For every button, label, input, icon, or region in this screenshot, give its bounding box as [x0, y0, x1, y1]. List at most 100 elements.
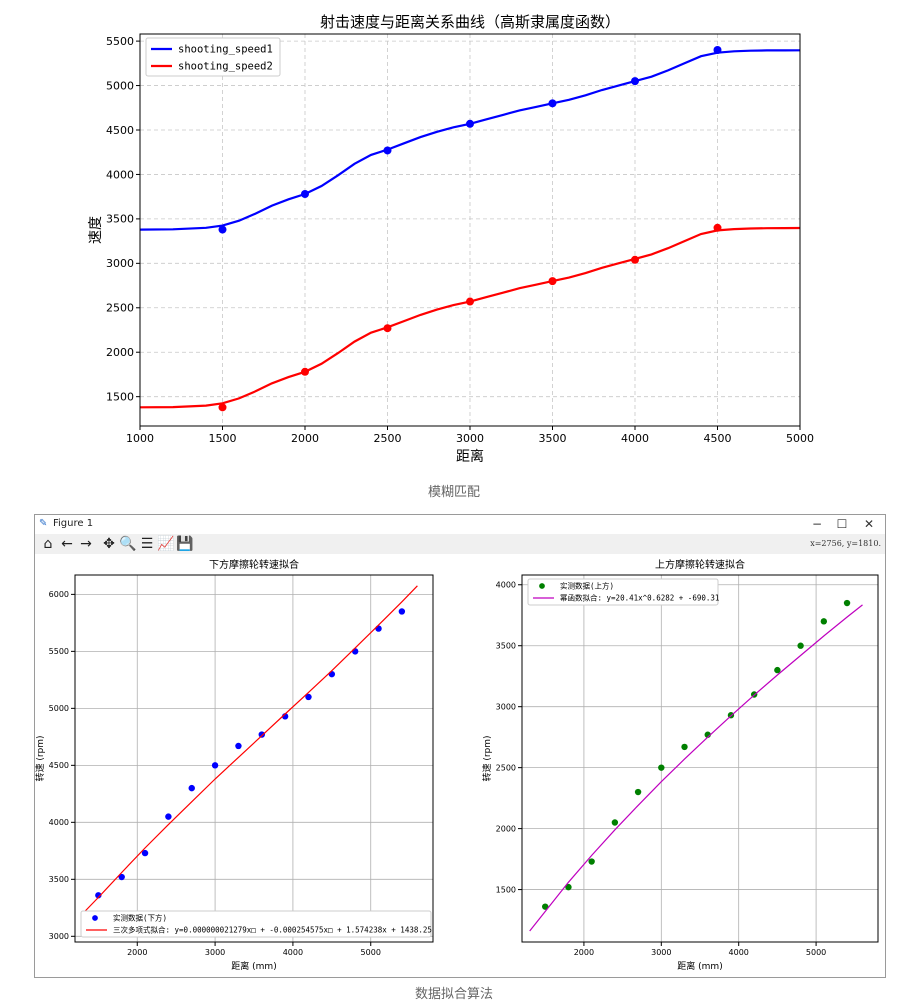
home-icon[interactable]: ⌂	[43, 536, 53, 552]
legend-box	[527, 578, 719, 606]
y-tick-label: 5500	[106, 35, 134, 48]
y-tick-label: 2000	[496, 824, 516, 833]
figure-canvas: 2000 3000 4000 5000 3000 3500 4000 4500 5000 5500…	[35, 558, 879, 972]
data-point	[301, 190, 309, 198]
caption-top: 模糊匹配	[427, 485, 480, 500]
legend-label: 幂函数拟合: y=20.41x^0.6282 + -690.31	[560, 593, 719, 603]
data-point	[375, 625, 382, 632]
data-point	[634, 788, 642, 796]
data-point	[305, 693, 312, 701]
legend-box	[145, 37, 281, 77]
data-point	[466, 119, 474, 128]
series-line-1	[139, 49, 801, 231]
data-point	[328, 670, 336, 678]
caption-bottom: 数据拟合算法	[414, 987, 493, 1002]
data-point	[631, 77, 639, 86]
x-tick-label: 2000	[127, 948, 147, 957]
y-tick-label: 2500	[106, 302, 134, 315]
x-tick-label: 3500	[539, 432, 567, 445]
legend-box	[80, 910, 432, 938]
save-icon[interactable]: 💾	[176, 536, 194, 552]
data-point	[774, 666, 781, 674]
y-tick-label: 4000	[49, 818, 69, 827]
data-point	[681, 743, 688, 751]
y-tick-label: 4000	[106, 168, 134, 181]
y-tick-label: 3000	[106, 257, 134, 270]
series-line-2	[139, 226, 801, 409]
data-point	[351, 648, 359, 655]
legend-label: 实测数据(上方)	[560, 581, 614, 591]
edit-axis-icon[interactable]: 📈	[157, 536, 175, 552]
y-tick-label: 2000	[106, 346, 134, 359]
data-point	[843, 599, 851, 607]
series-line-2	[529, 604, 863, 932]
data-point	[588, 858, 595, 865]
y-tick-label: 4000	[496, 581, 516, 590]
configure-subplots-icon[interactable]: ☰	[140, 536, 154, 552]
data-point	[95, 892, 102, 899]
x-tick-label: 2000	[574, 948, 594, 957]
legend-marker	[92, 915, 98, 921]
data-point	[713, 223, 722, 232]
data-point	[797, 642, 804, 649]
figure-toolbar: x=2756, y=1810. ⌂ ← → ✥ 🔍 ☰ 📈 💾	[35, 534, 885, 554]
plot-frame	[521, 574, 879, 943]
chart-title: 下方摩擦轮转速拟合	[209, 558, 299, 571]
window-titlebar[interactable]: ✎ Figure 1 − ☐ ✕	[35, 515, 885, 534]
y-tick-label: 6000	[49, 590, 69, 599]
legend-marker	[539, 583, 545, 589]
minimize-button[interactable]: −	[811, 517, 823, 531]
y-tick-label: 5000	[49, 704, 69, 713]
x-tick-label: 3000	[651, 948, 671, 957]
data-point	[466, 297, 474, 306]
data-point	[713, 46, 722, 54]
y-tick-label: 3000	[496, 702, 516, 711]
zoom-icon[interactable]: 🔍	[119, 536, 137, 552]
x-tick-label: 4000	[283, 948, 303, 957]
data-point	[188, 784, 195, 792]
data-point	[611, 819, 619, 826]
legend-label: 三次多项式拟合: y=0.000000021279x□ + -0.0002545…	[113, 925, 432, 935]
data-point	[820, 618, 828, 625]
data-point	[631, 255, 639, 264]
data-point	[235, 742, 242, 750]
x-tick-label: 2500	[374, 432, 402, 445]
y-tick-label: 2500	[496, 763, 516, 772]
pan-icon[interactable]: ✥	[103, 536, 115, 552]
x-axis-label: 距离	[456, 448, 484, 465]
y-tick-label: 3500	[496, 642, 516, 651]
series-line-2	[82, 585, 418, 914]
top-chart: 1000 1500 2000 2500 3000 3500 4000 4500 5000 1500…	[88, 13, 814, 465]
y-axis-label: 速度	[88, 216, 104, 244]
y-tick-label: 4500	[106, 124, 134, 137]
x-axis-label: 距离 (mm)	[231, 960, 276, 972]
data-point	[141, 849, 149, 857]
x-tick-label: 5000	[786, 432, 814, 445]
x-tick-label: 1000	[126, 432, 154, 445]
forward-icon[interactable]: →	[80, 536, 92, 552]
plot-frame	[74, 574, 434, 943]
figure-window: ✎ Figure 1 − ☐ ✕ x=2756, y=1810. ⌂ ← → ✥ 🔍 ☰ 📈…	[34, 514, 886, 978]
legend-label: shooting_speed1	[178, 44, 273, 56]
x-tick-label: 3000	[205, 948, 225, 957]
data-point	[218, 403, 227, 412]
data-point	[258, 731, 265, 738]
x-tick-label: 5000	[806, 948, 826, 957]
x-tick-label: 1500	[209, 432, 237, 445]
x-axis-label: 距离 (mm)	[677, 960, 722, 972]
y-tick-label: 3500	[106, 213, 134, 226]
y-tick-label: 5000	[106, 79, 134, 92]
close-button[interactable]: ✕	[863, 517, 875, 531]
x-tick-label: 4000	[621, 432, 649, 445]
x-tick-label: 4500	[704, 432, 732, 445]
top-plot: 1000 1500 2000 2500 3000 3500 4000 4500 5000 1500…	[88, 13, 814, 465]
lower-left-plot: 2000 3000 4000 5000 3000 3500 4000 4500 5000 5500…	[35, 558, 434, 972]
legend-label: 实测数据(下方)	[113, 913, 167, 923]
data-point	[383, 324, 392, 333]
back-icon[interactable]: ←	[61, 536, 73, 552]
y-tick-label: 4500	[49, 761, 69, 770]
cursor-coordinates: x=2756, y=1810.	[810, 539, 881, 548]
x-tick-label: 5000	[361, 948, 381, 957]
maximize-button[interactable]: ☐	[836, 517, 848, 531]
y-tick-label: 5500	[49, 647, 69, 656]
